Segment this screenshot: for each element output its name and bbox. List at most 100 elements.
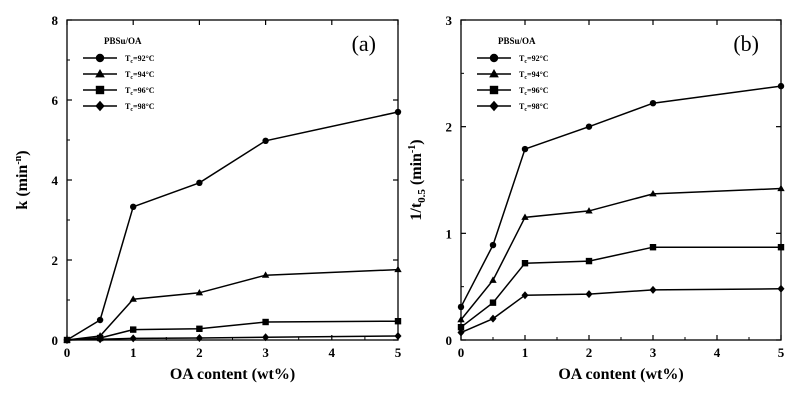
legend-marker [489, 53, 499, 63]
panel-label: (b) [733, 31, 759, 56]
data-point [394, 332, 402, 340]
data-point [457, 328, 465, 337]
series-line [66, 320, 399, 341]
legend-entry-main: T [519, 102, 525, 111]
legend-entry-main: T [125, 54, 131, 63]
legend-entry-rest: =94°C [133, 70, 155, 79]
legend-entry-rest: =98°C [133, 102, 155, 111]
series-line [460, 187, 782, 321]
legend-entry-sub: c [130, 59, 133, 65]
legend-marker [489, 68, 499, 78]
x-axis-title: OA content (wt%) [170, 366, 295, 383]
panel-a: 0 1 2 3 4 5 0 2 4 6 8 OA content (wt%) k (min-n) (a) P… [13, 13, 402, 383]
data-point [196, 179, 203, 186]
y-axis-title-sup: -1 [407, 145, 418, 153]
data-point [96, 316, 104, 324]
y-tick-label: 4 [52, 173, 59, 188]
data-point [130, 326, 137, 333]
y-axis-title-sup: -n [13, 155, 24, 164]
data-point [585, 257, 593, 265]
x-tick-label: 0 [64, 345, 71, 360]
legend-entry-sub: c [524, 91, 527, 97]
x-axis-title: OA content (wt%) [558, 366, 683, 383]
x-tick-label: 2 [196, 345, 203, 360]
x-tick-label: 4 [329, 345, 336, 360]
data-point [261, 271, 270, 278]
legend-entry-rest: =94°C [527, 70, 549, 79]
y-axis-title: k (min-n) [13, 150, 31, 209]
series-0 [457, 82, 785, 311]
series-0 [63, 108, 402, 344]
series-3 [457, 284, 785, 337]
y-axis-title-main: k (min [14, 165, 31, 210]
data-point [777, 244, 785, 251]
x-tick-label: 5 [395, 345, 402, 360]
legend-marker [95, 85, 105, 95]
legend-title: PBSu/OA [498, 36, 536, 46]
y-axis-title-mid: (min [408, 153, 425, 189]
x-tick-label: 4 [714, 345, 721, 360]
y-axis-title-tail: ) [14, 150, 31, 155]
data-point [195, 288, 204, 296]
legend-entry: Tc=96°C [125, 86, 155, 97]
series-line [460, 288, 782, 334]
legend-entry: Tc=94°C [519, 70, 549, 81]
data-point [394, 108, 402, 116]
legend-entry: Tc=94°C [125, 70, 155, 81]
series-1 [63, 265, 402, 343]
data-point [649, 100, 657, 107]
data-point [489, 241, 497, 249]
x-tick-label: 1 [130, 345, 137, 360]
series-3 [63, 332, 402, 344]
legend-entry-main: T [519, 86, 525, 95]
legend-entry-sub: c [130, 75, 133, 81]
data-point [129, 334, 137, 343]
x-tick-label: 0 [458, 345, 465, 360]
legend-entry-sub: c [524, 107, 527, 113]
x-tick-label: 1 [522, 345, 529, 360]
data-point [457, 324, 465, 331]
series-line [460, 246, 781, 328]
series-line [66, 268, 399, 341]
legend-entry-sub: c [130, 107, 133, 113]
series-1 [457, 184, 785, 323]
y-tick-label: 0 [446, 333, 453, 348]
data-point [585, 123, 593, 130]
y-axis-title-main: 1/t [408, 202, 425, 220]
x-tick-label: 3 [262, 345, 269, 360]
data-point [585, 207, 593, 214]
y-axis-title-sub: 0.5 [416, 189, 428, 203]
data-point [777, 284, 785, 293]
y-tick-label: 2 [446, 120, 453, 135]
series-line [66, 111, 399, 341]
data-point [262, 333, 270, 342]
legend-entry: Tc=98°C [125, 102, 155, 113]
x-tick-label: 2 [586, 345, 593, 360]
y-axis-title: 1/t0.5 (min-1) [407, 139, 428, 220]
data-point [195, 334, 203, 342]
y-tick-label: 8 [52, 13, 59, 28]
y-tick-label: 2 [52, 253, 59, 268]
legend-marker [489, 85, 499, 95]
data-point [96, 335, 104, 344]
series-line [66, 335, 399, 341]
data-point [196, 325, 203, 332]
legend-entry-sub: c [130, 91, 133, 97]
data-point [585, 290, 593, 299]
legend-entry-main: T [125, 102, 131, 111]
legend-entry-rest: =92°C [133, 54, 155, 63]
y-tick-label: 1 [446, 226, 453, 241]
legend-entry-rest: =92°C [527, 54, 549, 63]
data-point [129, 295, 137, 302]
legend-marker [489, 100, 499, 112]
y-tick-label: 6 [52, 93, 59, 108]
data-point [649, 244, 657, 251]
panel-b: 0 1 2 3 4 5 0 1 2 3 OA content (wt%) 1/t0.5 (min-1)… [407, 13, 785, 383]
legend-entry-main: T [519, 70, 525, 79]
legend-marker [95, 68, 105, 78]
legend-marker [95, 100, 105, 112]
data-point [649, 190, 657, 197]
